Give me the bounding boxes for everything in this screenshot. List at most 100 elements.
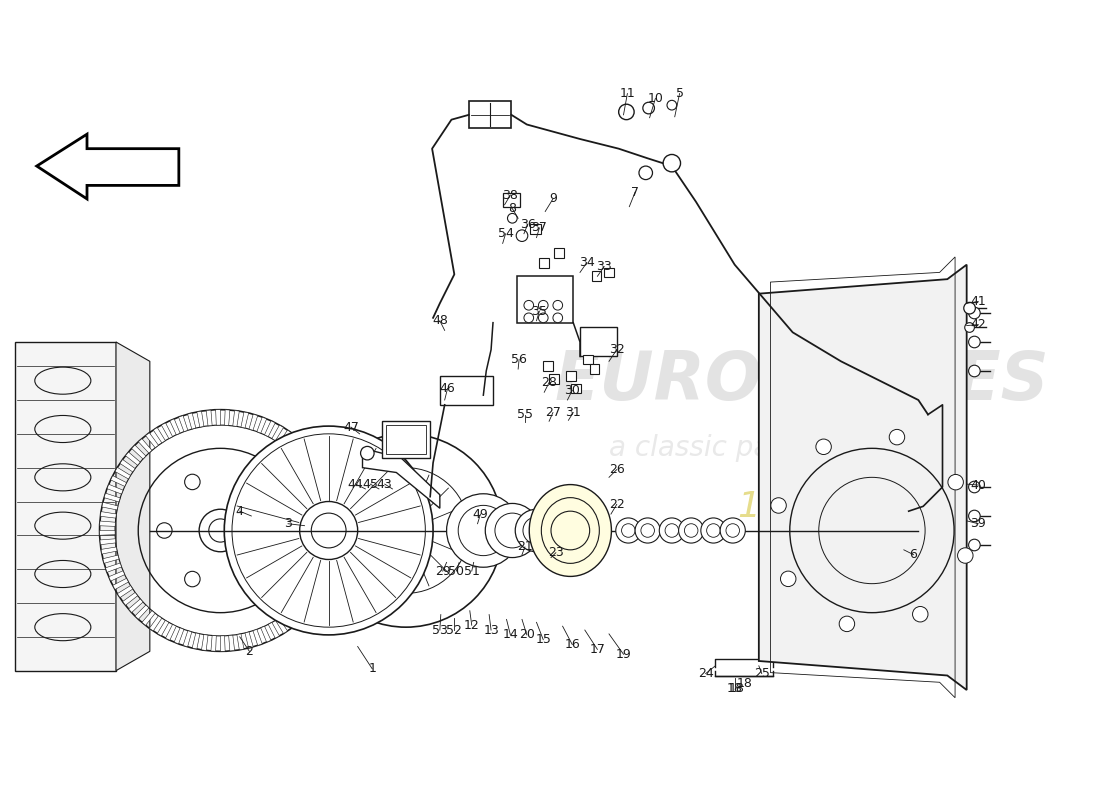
Polygon shape [36, 134, 179, 199]
Text: 35: 35 [531, 305, 548, 318]
Text: 19: 19 [616, 648, 631, 661]
Polygon shape [116, 342, 150, 670]
Polygon shape [241, 412, 249, 428]
Text: 50: 50 [449, 565, 464, 578]
Circle shape [969, 365, 980, 377]
Polygon shape [100, 538, 116, 545]
Bar [571, 383, 581, 394]
Text: 53: 53 [432, 623, 448, 637]
Polygon shape [188, 413, 196, 429]
Polygon shape [162, 423, 173, 438]
Text: 28: 28 [541, 376, 557, 389]
Polygon shape [298, 449, 312, 462]
Circle shape [965, 322, 975, 332]
Text: 2: 2 [245, 645, 253, 658]
Text: 41: 41 [970, 295, 986, 308]
Polygon shape [292, 442, 306, 456]
Text: 48: 48 [432, 314, 448, 327]
Polygon shape [109, 571, 124, 581]
Polygon shape [236, 634, 244, 650]
Text: 47: 47 [343, 421, 359, 434]
Polygon shape [306, 589, 321, 602]
Text: 49: 49 [473, 507, 488, 521]
Polygon shape [295, 602, 309, 616]
Text: 30: 30 [564, 384, 580, 397]
Circle shape [969, 510, 980, 522]
Polygon shape [289, 608, 302, 622]
Circle shape [241, 474, 256, 490]
Polygon shape [229, 635, 234, 651]
Text: EUROSPARES: EUROSPARES [556, 348, 1049, 414]
Circle shape [268, 522, 284, 538]
Polygon shape [272, 425, 284, 441]
Polygon shape [201, 634, 208, 650]
Text: 21: 21 [517, 541, 532, 554]
Text: 25: 25 [754, 667, 770, 680]
Polygon shape [304, 456, 318, 469]
Polygon shape [104, 493, 120, 502]
Text: 5: 5 [675, 87, 683, 100]
Circle shape [889, 430, 904, 445]
Polygon shape [174, 628, 184, 644]
Bar [566, 371, 576, 381]
Polygon shape [14, 342, 116, 670]
Text: 37: 37 [531, 222, 548, 234]
Polygon shape [264, 421, 275, 437]
Circle shape [507, 214, 517, 223]
Polygon shape [316, 480, 332, 490]
Bar [590, 364, 600, 374]
Text: 54: 54 [497, 227, 514, 240]
Polygon shape [322, 498, 338, 506]
Text: 18: 18 [736, 677, 752, 690]
Text: 56: 56 [512, 353, 527, 366]
Text: 45: 45 [362, 478, 378, 490]
Bar [517, 276, 573, 322]
Circle shape [447, 494, 520, 567]
Circle shape [913, 606, 928, 622]
Polygon shape [275, 618, 287, 634]
Polygon shape [323, 551, 339, 558]
Bar [583, 354, 593, 364]
Circle shape [185, 474, 200, 490]
Polygon shape [323, 507, 340, 514]
Circle shape [309, 434, 503, 627]
Bar [386, 425, 427, 454]
Circle shape [156, 522, 172, 538]
Polygon shape [139, 438, 152, 453]
Circle shape [538, 301, 548, 310]
Text: 12: 12 [464, 618, 480, 632]
Polygon shape [153, 427, 165, 443]
Text: 11: 11 [619, 87, 635, 100]
Text: 46: 46 [440, 382, 455, 395]
Polygon shape [320, 559, 337, 568]
Polygon shape [100, 530, 116, 535]
Text: 26: 26 [609, 463, 625, 476]
Text: 13: 13 [483, 623, 499, 637]
Polygon shape [233, 410, 240, 426]
Polygon shape [326, 526, 341, 530]
Text: 15: 15 [536, 634, 551, 646]
Bar [440, 376, 493, 405]
Bar [580, 327, 617, 357]
Text: 34: 34 [579, 256, 595, 270]
Ellipse shape [529, 485, 612, 577]
Text: 39: 39 [970, 518, 986, 530]
Polygon shape [116, 467, 131, 479]
Polygon shape [192, 633, 200, 649]
Text: 22: 22 [609, 498, 625, 511]
Bar [549, 374, 559, 383]
Polygon shape [129, 599, 143, 613]
Circle shape [524, 313, 534, 322]
Bar [539, 258, 549, 267]
Polygon shape [216, 410, 220, 426]
Polygon shape [279, 430, 292, 446]
Circle shape [969, 482, 980, 493]
Polygon shape [324, 516, 341, 522]
Text: 4: 4 [235, 505, 244, 518]
Circle shape [639, 166, 652, 179]
Bar [604, 267, 614, 278]
Polygon shape [363, 448, 440, 508]
Circle shape [969, 539, 980, 551]
Polygon shape [286, 436, 299, 450]
Bar [530, 224, 541, 234]
